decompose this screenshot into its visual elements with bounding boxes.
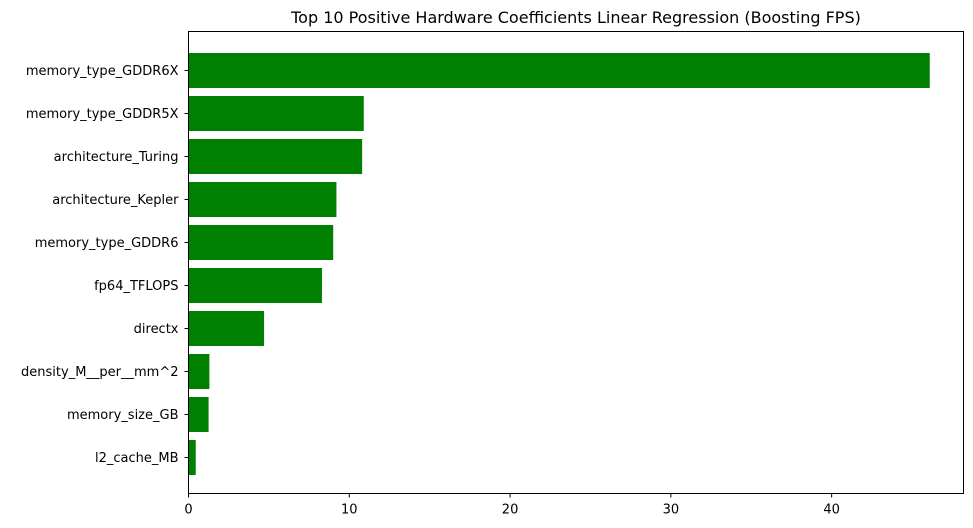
y-tick-label: density_M__per__mm^2 [21, 365, 178, 380]
bar-fp64_TFLOPS [188, 268, 322, 303]
bar-memory_size_GB [188, 397, 209, 432]
x-tick-label: 10 [341, 503, 358, 518]
bar-architecture_Kepler [188, 182, 337, 217]
chart-title: Top 10 Positive Hardware Coefficients Li… [290, 8, 861, 27]
y-tick-label: fp64_TFLOPS [94, 279, 178, 294]
y-tick-label: memory_type_GDDR6X [26, 64, 179, 79]
bar-memory_type_GDDR6X [188, 53, 930, 88]
bar-directx [188, 311, 265, 346]
x-tick-label: 20 [502, 503, 519, 518]
bar-architecture_Turing [188, 139, 363, 174]
x-axis-ticks: 0 10 20 30 40 [184, 493, 840, 518]
x-tick-label: 40 [823, 503, 840, 518]
bar-memory_type_GDDR5X [188, 96, 364, 131]
y-tick-label: architecture_Kepler [52, 193, 179, 208]
y-tick-label: l2_cache_MB [95, 451, 179, 466]
y-tick-label: architecture_Turing [54, 150, 179, 165]
y-tick-label: memory_type_GDDR5X [26, 107, 179, 122]
x-tick-label: 0 [184, 503, 192, 518]
bar-l2_cache_MB [188, 440, 196, 475]
bars-group [188, 53, 930, 475]
y-axis-ticks: memory_type_GDDR6X memory_type_GDDR5Xarch… [21, 64, 189, 466]
plot-frame [188, 31, 964, 494]
bar-memory_type_GDDR6 [188, 225, 334, 260]
y-tick-label: memory_type_GDDR6 [35, 236, 179, 251]
y-tick-label: memory_size_GB [67, 408, 179, 423]
bar-density_M__per__mm^2 [188, 354, 210, 389]
y-tick-label: directx [134, 322, 179, 337]
x-tick-label: 30 [663, 503, 680, 518]
